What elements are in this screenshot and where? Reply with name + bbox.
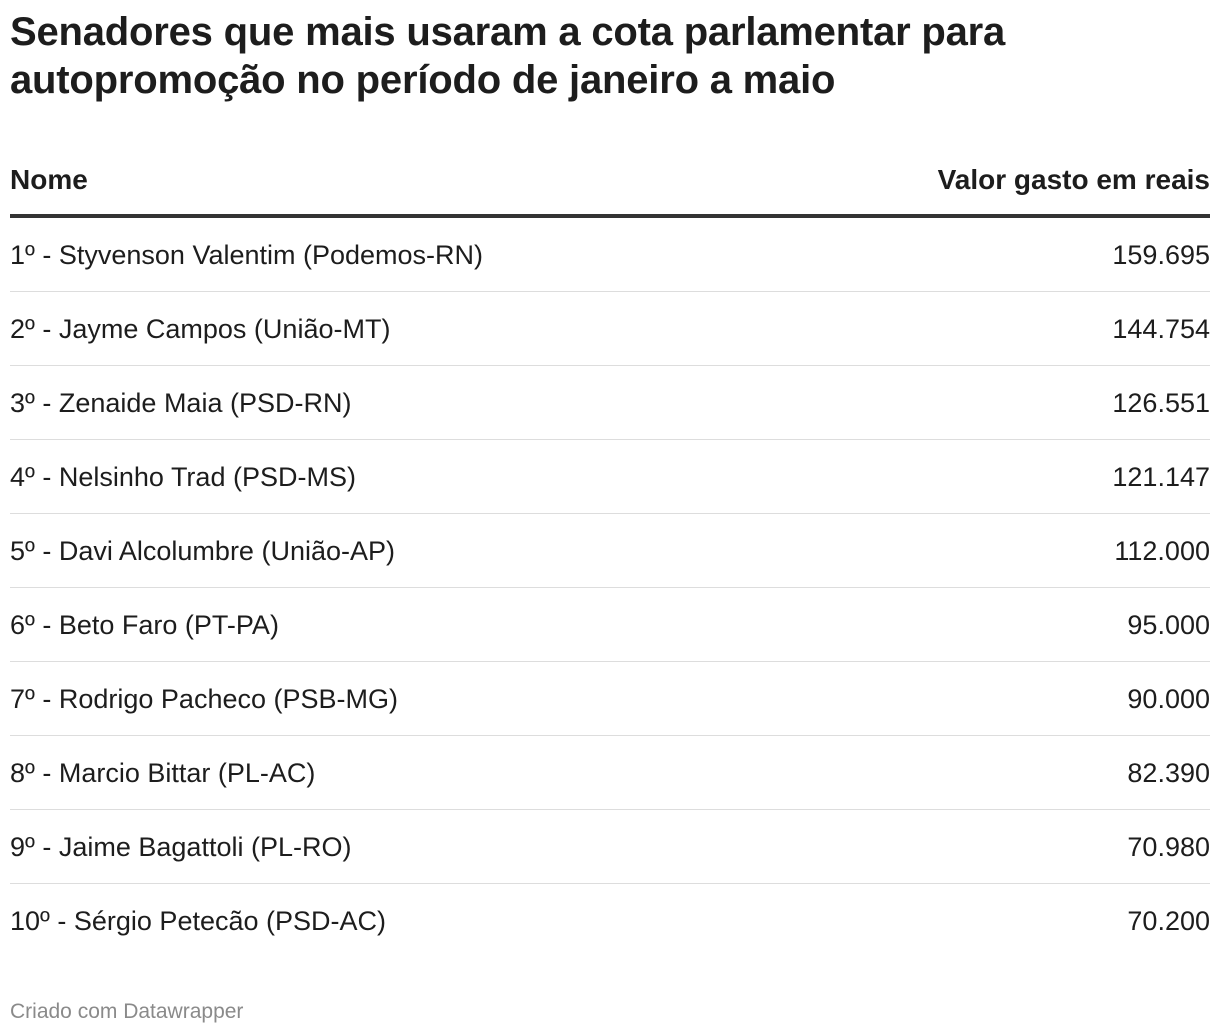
row-value-cell: 82.390 (1127, 757, 1210, 788)
row-name-cell: 10º - Sérgio Petecão (PSD-AC) (10, 906, 387, 936)
chart-container: Senadores que mais usaram a cota parlame… (10, 8, 1210, 936)
row-value-cell: 112.000 (1114, 535, 1210, 566)
row-name-cell: 9º - Jaime Bagattoli (PL-RO) (10, 831, 352, 862)
credit-footer: Criado com Datawrapper (10, 1000, 244, 1023)
table-row: 5º - Davi Alcolumbre (União-AP) 112.000 (10, 514, 1210, 588)
chart-title: Senadores que mais usaram a cota parlame… (10, 10, 1006, 102)
row-value-cell: 159.695 (1112, 239, 1210, 270)
table-row: 4º - Nelsinho Trad (PSD-MS) 121.147 (10, 440, 1210, 514)
column-header-nome[interactable]: Nome (10, 164, 88, 195)
row-name-cell: 2º - Jayme Campos (União-MT) (10, 313, 391, 344)
row-value-cell: 70.980 (1127, 831, 1210, 862)
table-row: 10º - Sérgio Petecão (PSD-AC) 70.200 (10, 884, 1210, 958)
row-value-cell: 121.147 (1112, 461, 1210, 492)
row-value-cell: 70.200 (1127, 906, 1210, 936)
row-name-cell: 3º - Zenaide Maia (PSD-RN) (10, 387, 352, 418)
row-name-cell: 7º - Rodrigo Pacheco (PSB-MG) (10, 683, 398, 714)
column-header-valor[interactable]: Valor gasto em reais (937, 164, 1210, 195)
table-row: 2º - Jayme Campos (União-MT) 144.754 (10, 292, 1210, 366)
row-name-cell: 8º - Marcio Bittar (PL-AC) (10, 757, 316, 788)
table-body: 1º - Styvenson Valentim (Podemos-RN) 159.… (10, 218, 1210, 958)
row-value-cell: 90.000 (1127, 683, 1210, 714)
row-value-cell: 95.000 (1127, 609, 1210, 640)
table-header: Nome Valor gasto em reais (10, 160, 1210, 218)
table-row: 3º - Zenaide Maia (PSD-RN) 126.551 (10, 366, 1210, 440)
table-row: 8º - Marcio Bittar (PL-AC) 82.390 (10, 736, 1210, 810)
row-name-cell: 1º - Styvenson Valentim (Podemos-RN) (10, 239, 484, 270)
row-value-cell: 126.551 (1112, 387, 1210, 418)
row-name-cell: 5º - Davi Alcolumbre (União-AP) (10, 535, 395, 566)
row-name-cell: 4º - Nelsinho Trad (PSD-MS) (10, 461, 356, 492)
row-value-cell: 144.754 (1112, 313, 1210, 344)
table-row: 9º - Jaime Bagattoli (PL-RO) 70.980 (10, 810, 1210, 884)
table-row: 6º - Beto Faro (PT-PA) 95.000 (10, 588, 1210, 662)
row-name-cell: 6º - Beto Faro (PT-PA) (10, 609, 279, 640)
table-row: 1º - Styvenson Valentim (Podemos-RN) 159.… (10, 218, 1210, 292)
data-table: Nome Valor gasto em reais 1º - Styvenson… (10, 160, 1210, 958)
table-row: 7º - Rodrigo Pacheco (PSB-MG) 90.000 (10, 662, 1210, 736)
